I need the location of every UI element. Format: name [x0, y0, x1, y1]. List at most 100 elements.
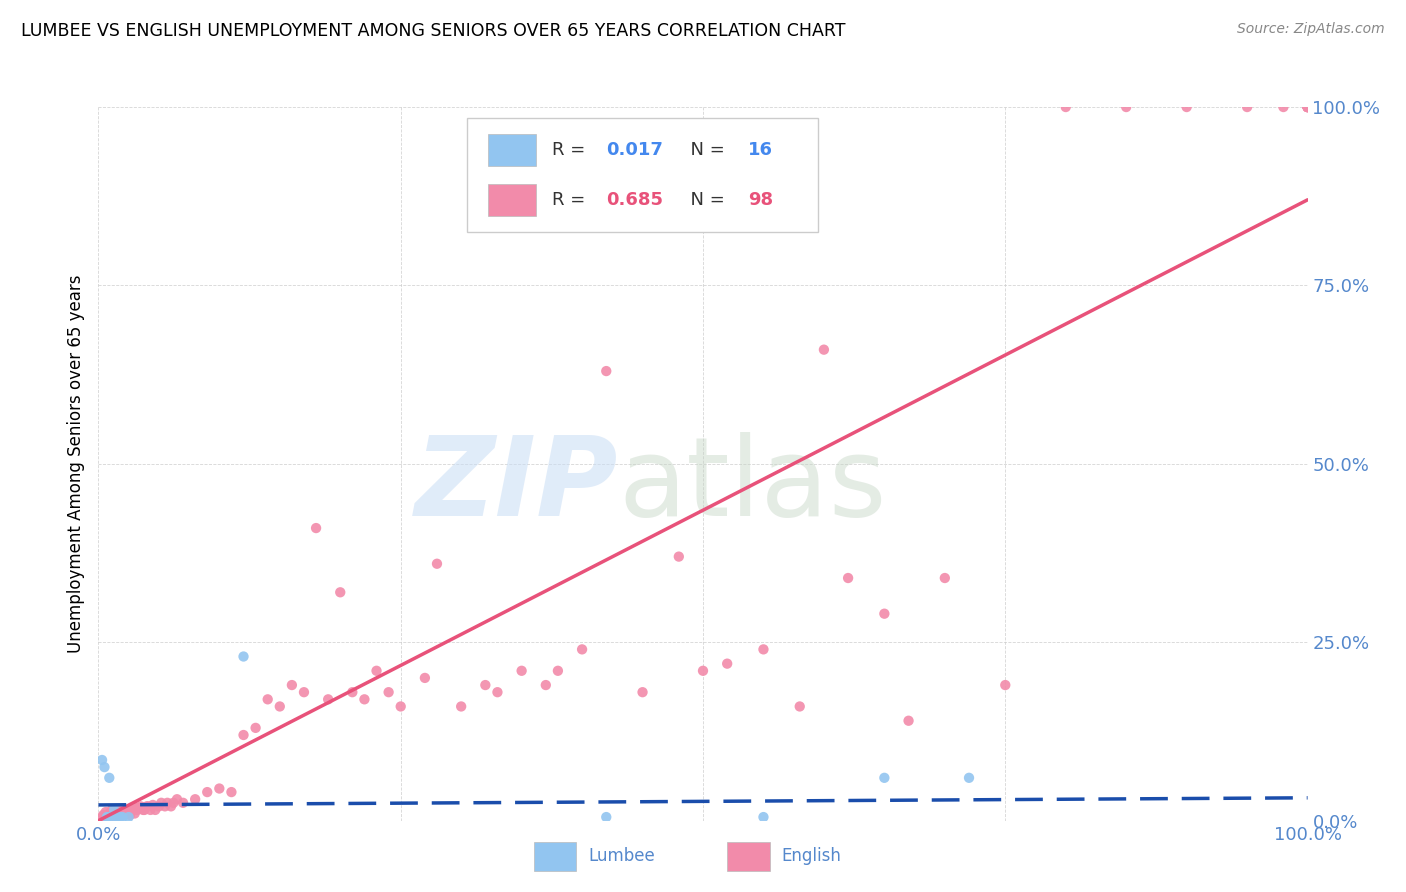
Point: [1115, 100, 1137, 114]
Point: [132, 803, 155, 817]
Text: ZIP: ZIP: [415, 432, 619, 539]
Point: [256, 692, 278, 706]
Point: [107, 803, 129, 817]
Point: [150, 796, 173, 810]
Point: [120, 805, 142, 819]
FancyBboxPatch shape: [488, 134, 536, 166]
Text: Lumbee: Lumbee: [588, 847, 655, 865]
Text: R =: R =: [553, 141, 591, 159]
Point: [125, 801, 148, 815]
Point: [957, 771, 980, 785]
FancyBboxPatch shape: [727, 842, 769, 871]
Point: [595, 810, 617, 824]
Point: [474, 678, 496, 692]
Point: [160, 799, 183, 814]
Text: 16: 16: [748, 141, 773, 159]
Text: 0.685: 0.685: [606, 191, 664, 209]
Point: [96, 808, 118, 822]
Point: [124, 806, 146, 821]
Point: [1296, 100, 1319, 114]
Point: [104, 810, 127, 824]
Point: [571, 642, 593, 657]
Point: [100, 803, 122, 817]
Point: [329, 585, 352, 599]
Point: [153, 799, 176, 814]
Point: [94, 805, 117, 819]
Point: [934, 571, 956, 585]
Point: [208, 781, 231, 796]
FancyBboxPatch shape: [488, 184, 536, 216]
Text: R =: R =: [553, 191, 591, 209]
Point: [131, 801, 153, 815]
Point: [269, 699, 291, 714]
Point: [103, 803, 125, 817]
Point: [316, 692, 339, 706]
Point: [534, 678, 557, 692]
Point: [100, 810, 122, 824]
Point: [156, 796, 179, 810]
Point: [342, 685, 364, 699]
Point: [91, 810, 114, 824]
Point: [162, 796, 184, 810]
Point: [142, 797, 165, 812]
Point: [93, 810, 115, 824]
Point: [105, 806, 128, 821]
Point: [118, 810, 141, 824]
Point: [148, 799, 170, 814]
Point: [108, 808, 131, 822]
Point: [91, 808, 114, 822]
Point: [994, 678, 1017, 692]
Point: [134, 803, 156, 817]
Point: [897, 714, 920, 728]
Point: [813, 343, 835, 357]
Point: [143, 803, 166, 817]
Point: [413, 671, 436, 685]
Point: [98, 806, 121, 821]
Point: [752, 810, 775, 824]
Point: [139, 803, 162, 817]
Point: [873, 771, 896, 785]
Point: [377, 685, 399, 699]
Point: [98, 771, 121, 785]
Point: [389, 699, 412, 714]
Point: [1296, 100, 1319, 114]
Point: [1236, 100, 1258, 114]
Point: [281, 678, 304, 692]
Point: [108, 810, 131, 824]
Text: atlas: atlas: [619, 432, 887, 539]
Point: [184, 792, 207, 806]
Point: [101, 806, 124, 821]
Point: [292, 685, 315, 699]
Point: [1296, 100, 1319, 114]
Point: [111, 810, 134, 824]
Point: [118, 808, 141, 822]
Text: N =: N =: [679, 141, 730, 159]
Point: [115, 806, 138, 821]
Point: [91, 753, 114, 767]
Point: [121, 803, 143, 817]
Point: [232, 649, 254, 664]
Point: [450, 699, 472, 714]
Text: 0.017: 0.017: [606, 141, 664, 159]
Text: Source: ZipAtlas.com: Source: ZipAtlas.com: [1237, 22, 1385, 37]
Point: [595, 364, 617, 378]
Point: [110, 806, 132, 821]
Point: [668, 549, 690, 564]
FancyBboxPatch shape: [467, 118, 818, 232]
Point: [837, 571, 859, 585]
Point: [127, 801, 149, 815]
Point: [129, 799, 152, 814]
Point: [716, 657, 738, 671]
Point: [366, 664, 388, 678]
Point: [353, 692, 375, 706]
Point: [1296, 100, 1319, 114]
Point: [93, 760, 115, 774]
Point: [486, 685, 509, 699]
Text: N =: N =: [679, 191, 730, 209]
Point: [103, 808, 125, 822]
Point: [118, 803, 141, 817]
Point: [873, 607, 896, 621]
Point: [105, 810, 128, 824]
Point: [789, 699, 811, 714]
Point: [1296, 100, 1319, 114]
